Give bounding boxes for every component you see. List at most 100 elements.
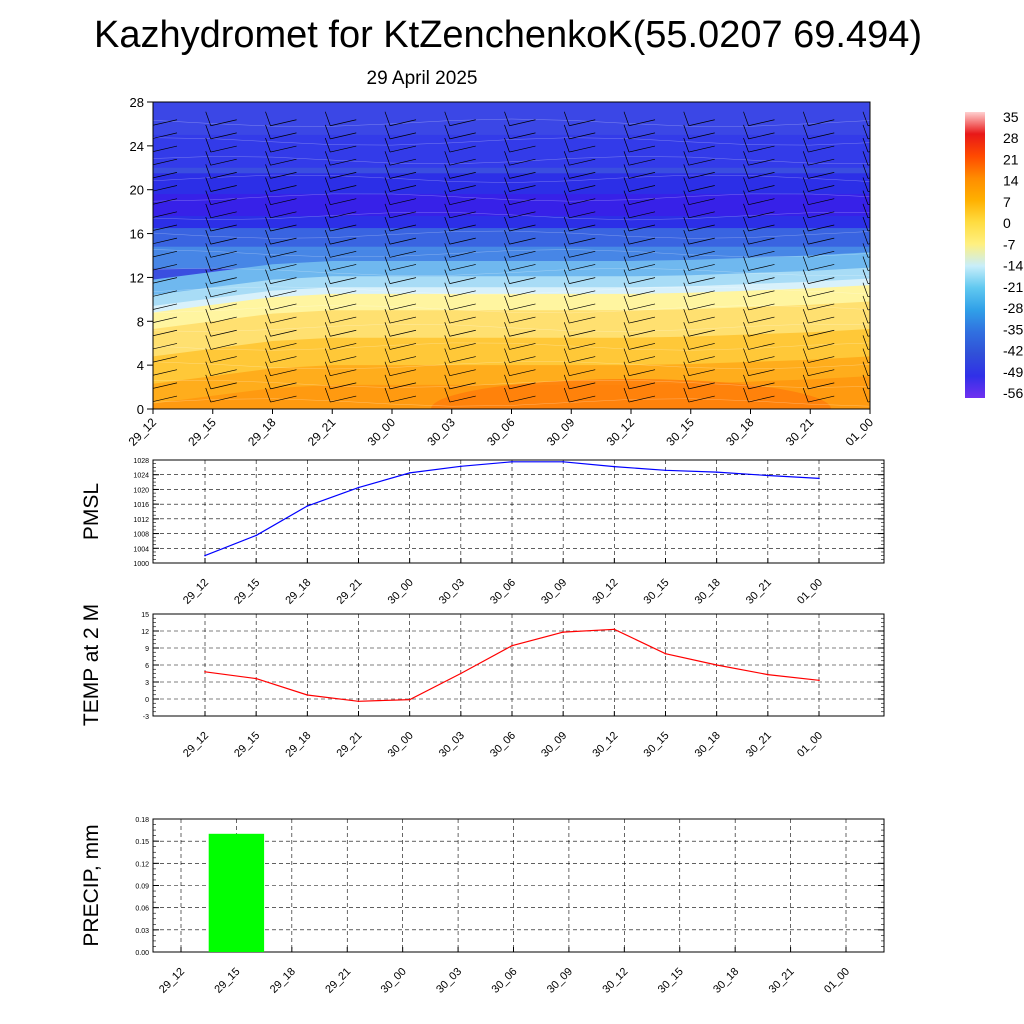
isoline	[153, 118, 870, 127]
wind-barb	[862, 164, 870, 179]
wind-barb	[205, 124, 237, 140]
x-tick-label: 29_21	[305, 415, 339, 449]
wind-barb	[504, 361, 536, 377]
wind-barb	[802, 124, 835, 140]
wind-barb	[862, 295, 870, 311]
wind-barb	[683, 190, 715, 206]
wind-barb	[153, 185, 178, 192]
wind-barb	[743, 111, 775, 127]
colorbar-label: -35	[1003, 321, 1023, 337]
wind-barb	[504, 111, 536, 127]
wind-barb	[384, 243, 417, 258]
wind-barb	[205, 203, 237, 219]
y-tick-label: 0.12	[135, 861, 149, 868]
wind-barb	[384, 256, 417, 271]
wind-barb	[205, 308, 237, 324]
x-tick-label: 30_12	[604, 415, 638, 449]
colorbar-label: -42	[1003, 343, 1023, 359]
wind-barb	[384, 374, 417, 390]
wind-barb	[563, 137, 596, 153]
data-point	[357, 486, 360, 489]
x-tick-label: 30_21	[767, 966, 797, 996]
wind-barb	[623, 322, 656, 337]
x-tick-label: 30_03	[434, 966, 464, 996]
wind-barb	[743, 190, 775, 206]
wind-barb	[683, 111, 715, 127]
wind-barb	[862, 282, 870, 298]
data-point	[562, 461, 564, 463]
colorbar-label: -14	[1003, 258, 1023, 274]
y-tick-label: 0.06	[135, 906, 149, 913]
wind-barb	[743, 164, 775, 179]
wind-barb	[862, 361, 870, 377]
x-tick-label: 30_06	[488, 577, 518, 607]
wind-barb	[623, 177, 656, 192]
wind-barb	[623, 335, 656, 350]
x-tick-label: 30_03	[437, 730, 467, 760]
x-tick-label: 01_00	[822, 966, 852, 996]
wind-barb	[623, 190, 656, 206]
wind-barb	[563, 124, 596, 140]
wind-barb	[802, 151, 835, 166]
wind-barb	[384, 203, 417, 219]
wind-barb	[265, 230, 297, 245]
x-tick-label: 30_09	[544, 415, 578, 449]
wind-barb	[802, 322, 835, 337]
y-tick-label: 9	[145, 646, 149, 653]
data-point	[511, 461, 513, 463]
wind-barb	[444, 190, 476, 206]
y-tick-label: -3	[143, 714, 149, 721]
isoline	[153, 137, 870, 146]
x-tick-label: 30_15	[642, 577, 672, 607]
wind-barb	[802, 216, 835, 232]
data-point	[818, 477, 820, 480]
wind-barb	[384, 361, 417, 377]
wind-barb	[444, 137, 476, 153]
wind-barb	[802, 230, 835, 245]
wind-barb	[205, 295, 237, 311]
wind-barb	[205, 269, 237, 284]
wind-barb	[205, 348, 237, 363]
wind-barb	[324, 137, 357, 153]
wind-barb	[623, 295, 656, 311]
y-tick-label: 0.15	[135, 839, 149, 846]
wind-barb	[324, 282, 357, 298]
data-point	[460, 672, 462, 675]
y-tick-label: 0	[137, 402, 144, 417]
wind-barb	[683, 387, 715, 403]
wind-barb	[563, 177, 596, 192]
wind-barb	[153, 250, 178, 258]
data-point	[306, 694, 309, 696]
wind-barb	[802, 361, 835, 377]
wind-barb	[623, 111, 656, 127]
wind-barb	[683, 151, 715, 166]
wind-barb	[265, 151, 297, 166]
wind-barb	[683, 137, 715, 153]
y-tick-label: 1004	[133, 546, 149, 553]
wind-barb	[384, 137, 417, 153]
wind-barb	[205, 151, 237, 166]
isoline	[153, 212, 870, 221]
wind-barb	[623, 361, 656, 377]
wind-barb	[862, 190, 870, 206]
wind-barb	[862, 216, 870, 232]
data-point	[306, 505, 309, 507]
wind-barb	[265, 111, 297, 127]
wind-barb	[623, 151, 656, 166]
wind-barb	[205, 177, 237, 192]
y-tick-label: 12	[141, 629, 149, 636]
wind-barb	[324, 322, 357, 337]
data-point	[562, 631, 564, 633]
y-tick-label: 1020	[133, 487, 149, 494]
wind-barb	[563, 361, 596, 377]
wind-barb	[563, 269, 596, 284]
x-tick-label: 30_03	[437, 577, 467, 607]
y-tick-label: 6	[145, 663, 149, 670]
wind-barb	[743, 374, 775, 390]
x-tick-label: 30_12	[590, 730, 620, 760]
precip-panel: 0.00 0.03 0.06 0.09 0.12 0.15 0.18 29_12 29_15 29…	[80, 817, 885, 996]
x-tick-label: 30_09	[539, 577, 569, 607]
pmsl-panel: 1000 1004 1008 1012 1016 1020 1024 1028 29_12 29_…	[80, 458, 885, 607]
wind-barb	[324, 243, 357, 258]
wind-barb	[205, 282, 237, 298]
